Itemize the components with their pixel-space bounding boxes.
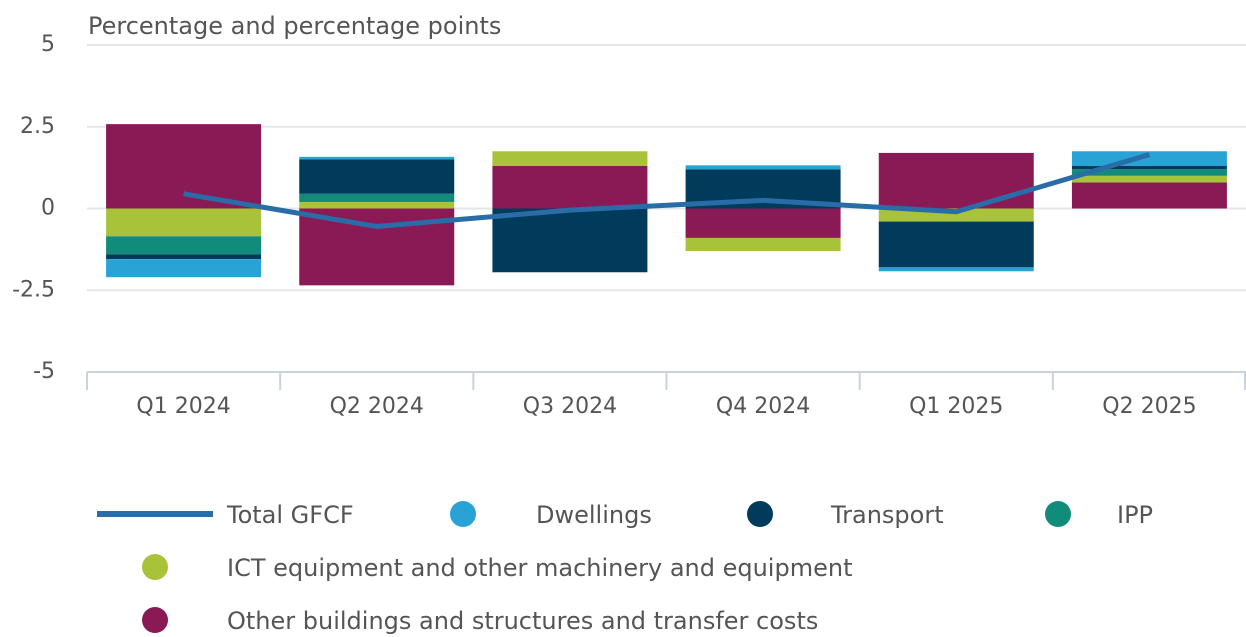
- bar-segment: [878, 152, 1034, 209]
- bar-segment: [492, 165, 648, 209]
- bar-segment: [685, 237, 841, 252]
- legend-label: IPP: [1117, 501, 1153, 529]
- legend-label: Dwellings: [536, 501, 652, 529]
- legend-marker: [142, 554, 168, 580]
- legend-label: Other buildings and structures and trans…: [227, 607, 818, 635]
- y-tick-label: -5: [33, 359, 55, 384]
- bar-segment: [106, 236, 262, 255]
- bar-segment: [106, 254, 262, 260]
- bar-segment: [878, 221, 1034, 268]
- bar-segment: [685, 208, 841, 238]
- legend-label: Transport: [830, 501, 944, 529]
- bar-segment: [878, 267, 1034, 272]
- x-tick-label: Q1 2024: [136, 394, 230, 419]
- legend-label: Total GFCF: [226, 501, 354, 529]
- legend-marker: [747, 501, 773, 527]
- x-tick-label: Q2 2024: [330, 394, 424, 419]
- bar-segment: [106, 259, 262, 278]
- bar-segment: [299, 159, 455, 194]
- bar-segment: [685, 165, 841, 170]
- bar-segment: [492, 151, 648, 166]
- x-tick-label: Q1 2025: [909, 394, 1003, 419]
- bar-segment: [299, 193, 455, 202]
- bar-segment: [1071, 151, 1227, 166]
- y-tick-label: 5: [41, 32, 55, 57]
- bar-segment: [106, 208, 262, 237]
- bar-segment: [1071, 165, 1227, 170]
- line-series: [183, 152, 1151, 230]
- bar-segment: [299, 156, 455, 160]
- bar-segment: [299, 201, 455, 209]
- bar-segment: [492, 208, 648, 273]
- y-tick-label: 0: [41, 196, 55, 221]
- bar-segment: [1071, 182, 1227, 209]
- x-tick-label: Q2 2025: [1102, 394, 1196, 419]
- legend-label: ICT equipment and other machinery and eq…: [227, 554, 852, 582]
- y-tick-label: -2.5: [12, 277, 55, 302]
- chart-title: Percentage and percentage points: [88, 12, 501, 40]
- legend-marker: [1045, 501, 1071, 527]
- bar-segment: [1071, 169, 1227, 176]
- bar-segment: [1071, 175, 1227, 183]
- legend-marker: [450, 501, 476, 527]
- legend-marker: [142, 607, 168, 633]
- y-tick-label: 2.5: [20, 114, 55, 139]
- x-tick-label: Q4 2024: [716, 394, 810, 419]
- x-tick-label: Q3 2024: [523, 394, 617, 419]
